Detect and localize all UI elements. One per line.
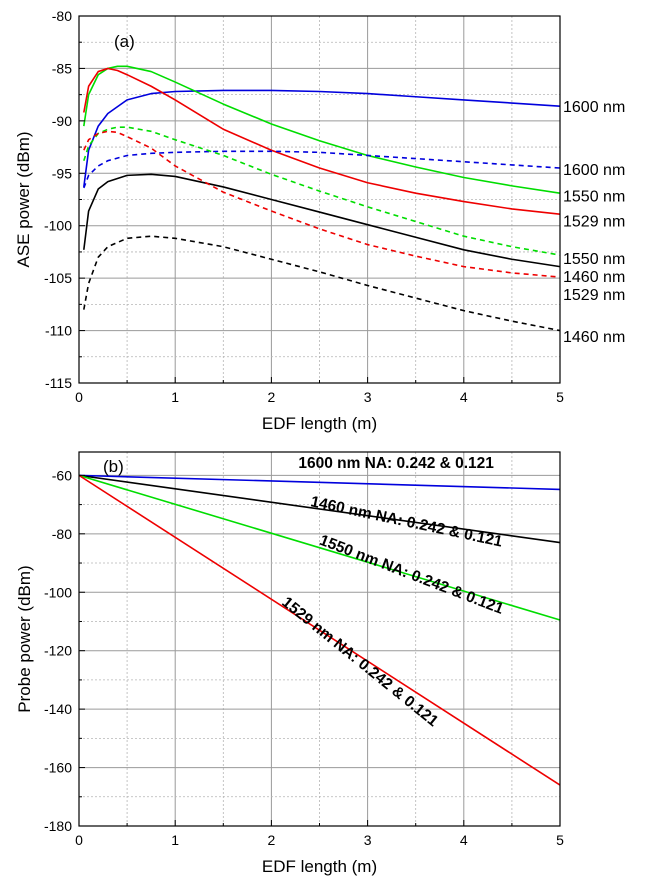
y-tick-label: -140 xyxy=(44,701,72,717)
series-line-0 xyxy=(83,89,561,188)
y-tick-label: -160 xyxy=(44,760,72,776)
x-tick-label: 5 xyxy=(556,832,564,848)
x-tick-label: 3 xyxy=(364,389,372,405)
series-end-label: 1460 nm xyxy=(563,269,625,286)
y-tick-label: -95 xyxy=(52,165,72,181)
series-end-label: 1529 nm xyxy=(563,213,625,230)
series-line-4 xyxy=(83,150,561,189)
series-line-2 xyxy=(78,474,561,621)
chart-panel-a: 0 1 2 3 4 5 -115 -110 -105 -100 -95 -90 -85 -80 EDF le… xyxy=(14,8,625,433)
y-tick-label: -85 xyxy=(52,60,72,76)
y-tick-label: -100 xyxy=(44,584,72,600)
series-line-5 xyxy=(83,126,561,256)
y-tick-label: -180 xyxy=(44,818,72,834)
panel-label: (a) xyxy=(114,32,135,51)
x-axis-title: EDF length (m) xyxy=(262,414,377,433)
y-tick-label: -100 xyxy=(44,218,72,234)
x-tick-label: 0 xyxy=(75,832,83,848)
series-line-6 xyxy=(83,130,561,278)
series-end-label: 1550 nm xyxy=(563,188,625,205)
x-tick-label: 4 xyxy=(460,389,468,405)
x-tick-label: 4 xyxy=(460,832,468,848)
y-tick-label: -120 xyxy=(44,643,72,659)
series-end-label: 1529 nm xyxy=(563,287,625,304)
series-line-2 xyxy=(83,67,561,215)
x-tick-label: 3 xyxy=(364,832,372,848)
series-end-label: 1600 nm xyxy=(563,99,625,116)
y-axis-title: Probe power (dBm) xyxy=(15,565,34,712)
x-tick-label: 5 xyxy=(556,389,564,405)
y-tick-label: -60 xyxy=(52,467,72,483)
series-line-3 xyxy=(78,474,561,786)
panel-label: (b) xyxy=(103,457,124,476)
x-tick-label: 2 xyxy=(268,389,276,405)
y-tick-label: -105 xyxy=(44,270,72,286)
series-line-3 xyxy=(83,173,561,268)
x-tick-label: 1 xyxy=(171,832,179,848)
series-annotation: 1529 nm NA: 0.242 & 0.121 xyxy=(279,594,442,731)
y-tick-label: -115 xyxy=(45,375,72,391)
series-end-label: 1600 nm xyxy=(563,162,625,179)
x-tick-label: 2 xyxy=(268,832,276,848)
y-tick-label: -110 xyxy=(45,323,72,339)
y-axis-title: ASE power (dBm) xyxy=(14,131,33,267)
series-line-1 xyxy=(83,65,561,195)
x-tick-label: 0 xyxy=(75,389,83,405)
y-tick-label: -80 xyxy=(52,526,72,542)
series-annotation: 1600 nm NA: 0.242 & 0.121 xyxy=(298,455,494,472)
series-line-1 xyxy=(78,474,561,544)
series-line-0 xyxy=(78,474,561,491)
series-end-label: 1460 nm xyxy=(563,329,625,346)
x-axis-title: EDF length (m) xyxy=(262,857,377,876)
y-tick-label: -80 xyxy=(52,8,72,24)
series-line-7 xyxy=(83,235,561,332)
y-tick-label: -90 xyxy=(52,113,72,129)
x-tick-label: 1 xyxy=(171,389,179,405)
series-end-label: 1550 nm xyxy=(563,251,625,268)
chart-panel-b: 0 1 2 3 4 5 -180 -160 -140 -120 -100 -80 -60 EDF leng… xyxy=(15,451,564,876)
